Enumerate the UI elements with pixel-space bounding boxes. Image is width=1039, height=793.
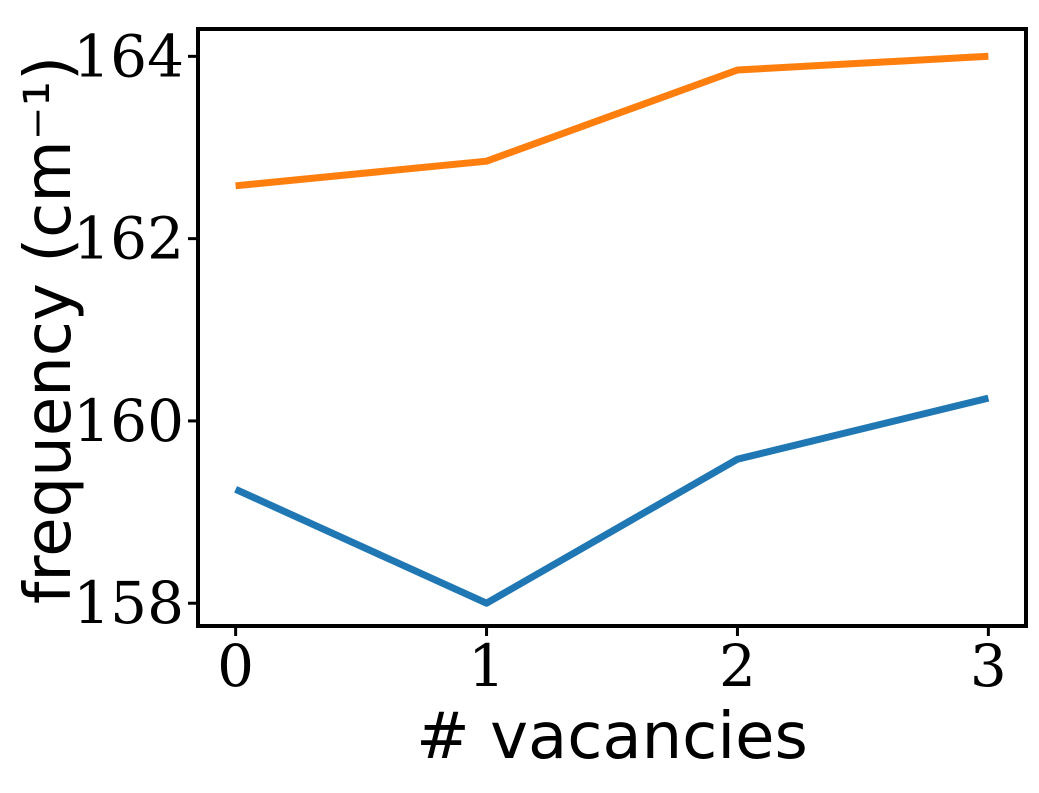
y-axis-label: frequency (cm⁻¹) [12, 56, 86, 604]
y-tick-label: 162 [73, 205, 184, 273]
x-tick-label: 2 [719, 632, 756, 700]
x-ticks: 0 1 2 3 [217, 626, 1007, 700]
x-tick-label: 1 [468, 632, 505, 700]
series-line-0 [234, 394, 990, 607]
y-tick-label: 158 [73, 569, 184, 637]
x-axis-label: # vacancies [416, 700, 808, 774]
y-tick-label: 164 [73, 22, 184, 90]
series-layer [234, 52, 990, 607]
plot-frame [196, 27, 1028, 628]
x-tick-label: 3 [970, 632, 1007, 700]
y-ticks: 158 160 162 164 [73, 22, 198, 637]
series-line-1 [235, 52, 989, 190]
x-tick-label: 0 [217, 632, 254, 700]
y-tick-label: 160 [73, 387, 184, 455]
